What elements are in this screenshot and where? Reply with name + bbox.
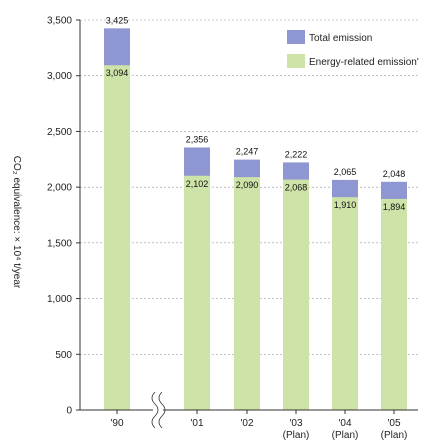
bar-energy-related-emission [234,177,260,410]
data-label-energy: 2,102 [186,179,209,189]
y-tick-label: 1,000 [47,294,72,305]
data-label-total: 3,425 [106,15,129,25]
y-tick-label: 0 [66,406,72,417]
legend-swatch-energy [287,54,305,68]
x-tick-sublabel: (Plan) [332,430,359,441]
data-label-total: 2,065 [334,167,357,177]
bar-energy-related-emission [104,65,130,411]
data-label-total: 2,247 [236,147,259,157]
bars [104,28,407,411]
x-tick-label: '04 [338,418,351,429]
y-tick-label: 500 [55,350,72,361]
x-tick-label: '01 [190,418,203,429]
data-label-total: 2,356 [186,134,209,144]
legend-label-energy: Energy-related emission' [309,57,419,68]
y-axis-title: CO₂ equivalence: × 10⁴ t/year [11,156,22,289]
bar-energy-related-emission [184,175,210,410]
x-tick-sublabel: (Plan) [381,430,408,441]
data-label-energy: 2,068 [285,183,308,193]
data-label-energy: 1,910 [334,200,357,210]
data-label-total: 2,048 [383,169,406,179]
y-tick-label: 3,000 [47,71,72,82]
x-tick-label: '03 [289,418,302,429]
y-axis: 0 500 1,000 1,500 2,000 2,500 3,000 3,500 [47,16,81,417]
data-labels: 3,425 3,094 2,356 2,102 2,247 2,090 2,222 2,068… [106,15,406,212]
x-tick-label: '90 [110,418,123,429]
axis-break-mark [151,391,159,429]
y-tick-label: 1,500 [47,238,72,249]
data-label-energy: 3,094 [106,68,129,78]
legend: Total emission Energy-related emission' [287,30,419,68]
bar-energy-related-emission [332,197,358,410]
y-tick-label: 3,500 [47,16,72,27]
y-tick-label: 2,000 [47,183,72,194]
data-label-energy: 2,090 [236,180,259,190]
x-tick-sublabel: (Plan) [283,430,310,441]
data-label-total: 2,222 [285,149,308,159]
axis-break-mark [158,391,166,429]
data-label-energy: 1,894 [383,202,406,212]
x-tick-label: '02 [240,418,253,429]
bar-energy-related-emission [381,198,407,410]
x-axis: '90'01'02'03(Plan)'04(Plan)'05(Plan) [80,391,418,441]
y-tick-label: 2,500 [47,127,72,138]
legend-label-total: Total emission [309,33,372,44]
x-tick-label: '05 [387,418,400,429]
bar-energy-related-emission [283,179,309,410]
legend-swatch-total [287,30,305,44]
